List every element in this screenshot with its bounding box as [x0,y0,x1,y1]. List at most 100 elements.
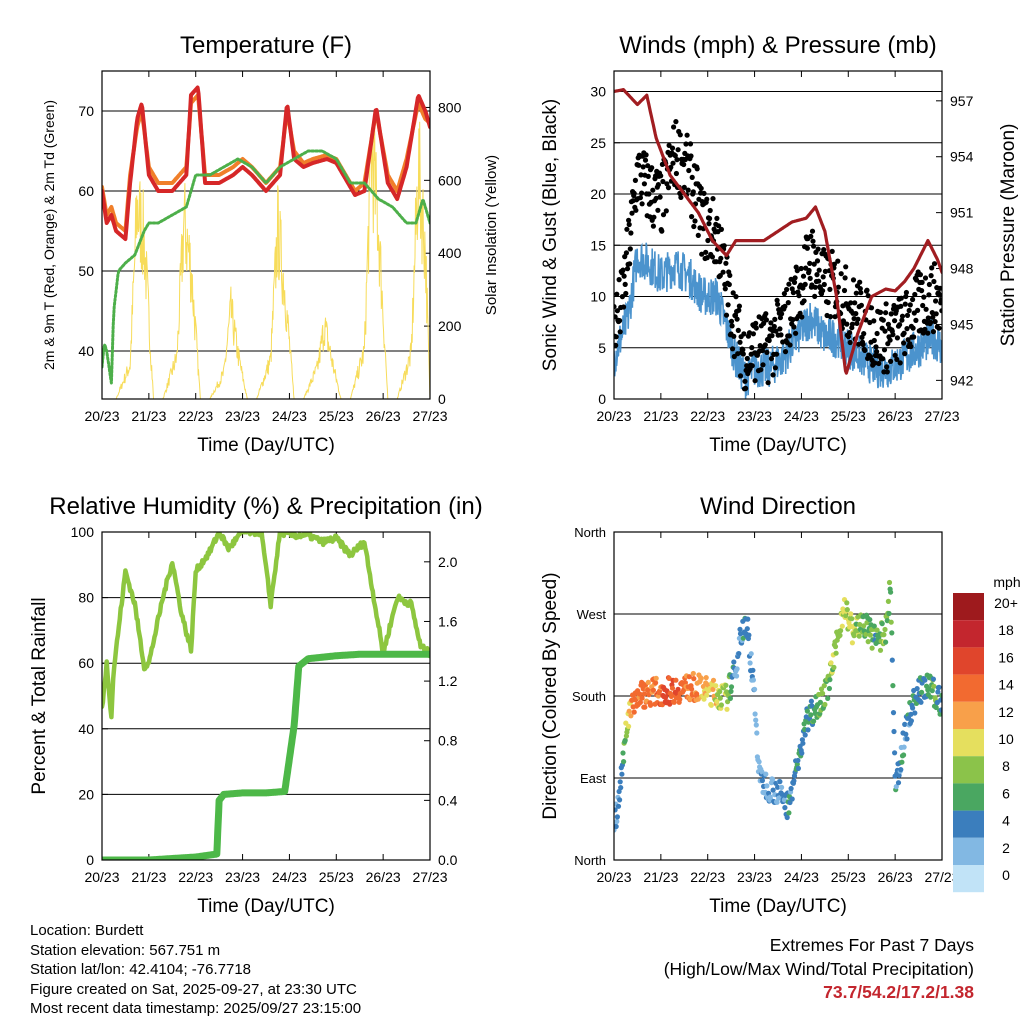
gust-point [814,258,821,264]
gust-point [845,334,852,340]
gust-point [820,274,826,280]
y2-tick-label: 942 [950,372,974,388]
direction-point [710,686,716,693]
direction-point [615,803,622,809]
gust-point [873,344,879,350]
x-tick-label: 21/23 [643,869,678,885]
gust-point [643,152,649,158]
gust-point [777,326,783,332]
chart-humidity: Relative Humidity (%) & Precipitation (i… [29,493,483,917]
gust-point [709,254,716,260]
direction-point [713,683,719,689]
direction-point [641,691,648,697]
direction-point [919,689,925,696]
gust-point [674,157,680,163]
direction-point [898,767,904,773]
gust-point [794,268,800,274]
direction-point [863,631,869,638]
x-tick-label: 20/23 [596,408,631,424]
gust-point [919,288,925,294]
direction-point [714,698,720,705]
gust-point [744,355,750,362]
direction-point [857,621,863,628]
direction-point [671,699,677,705]
chart-title: Relative Humidity (%) & Precipitation (i… [49,493,482,520]
gust-point [897,360,903,366]
gust-point [933,311,939,317]
gust-point [808,233,814,239]
direction-point [884,618,890,624]
gust-point [912,291,918,298]
gust-point [620,267,626,273]
direction-point [874,627,880,633]
y-tick-label: 70 [78,103,94,119]
gust-point [660,178,666,185]
gust-point [694,166,700,172]
gust-point [735,351,741,357]
gust-point [733,294,739,300]
gust-point [726,281,732,288]
direction-point [933,704,939,711]
direction-point [731,659,737,665]
direction-point [930,676,937,682]
gust-point [688,153,694,159]
direction-point [795,757,801,764]
gust-point [796,293,802,299]
speed-legend: mph 20+ 18 16 14 12 10 8 6 4 2 0 [953,574,1021,893]
legend-label: 2 [1002,840,1010,856]
gust-point [799,314,805,320]
x-tick-label: 23/23 [225,869,260,885]
direction-point [918,699,924,705]
direction-point [789,796,795,802]
x-tick-label: 21/23 [131,869,166,885]
gust-point [668,164,674,170]
y2-tick-label: 800 [438,99,462,115]
gust-point [689,214,695,220]
chart-title: Wind Direction [700,493,856,520]
gust-point [671,124,677,130]
gust-point [894,356,900,362]
gust-point [753,320,759,326]
recent-timestamp: Most recent data timestamp: 2025/09/27 2… [30,1000,362,1018]
direction-point [901,752,907,758]
plot-area-humidity [102,532,430,860]
y2-tick-label: 0 [438,391,446,407]
chart-winds: Winds (mph) & Pressure (mb) 0 5 10 15 20 25 30 9… [540,32,1019,456]
gust-point [854,320,860,326]
direction-point [867,632,874,638]
gust-point [853,311,859,317]
gust-point [763,317,770,323]
gust-point [681,161,687,168]
gust-point [768,320,774,326]
direction-point [623,733,630,739]
gust-point [843,264,849,270]
gust-point [728,318,735,324]
extremes-box: Extremes For Past 7 Days (High/Low/Max W… [664,934,974,1005]
gust-point [899,313,906,319]
direction-point [653,680,659,686]
gust-point [844,321,850,327]
direction-point [896,772,902,779]
direction-point [691,676,697,682]
gust-point [792,275,798,281]
gust-point [619,294,626,300]
legend-label: 6 [1002,785,1010,801]
direction-point [690,670,696,677]
gust-point [848,300,854,306]
y-tick-label: 50 [78,263,94,279]
gust-point [623,250,630,256]
gust-point [801,298,807,304]
gust-point [761,320,767,326]
direction-point [888,619,894,625]
direction-point [849,640,856,646]
gust-point [691,223,697,230]
gust-point [670,160,676,166]
station-info: Location: Burdett Station elevation: 567… [30,921,361,1019]
y-tick-label: 40 [78,343,94,359]
gust-point [827,314,834,320]
direction-point [717,689,723,695]
station-latlon: Station lat/lon: 42.4104; -76.7718 [30,961,252,979]
direction-point [717,695,723,701]
gust-point [640,164,646,170]
